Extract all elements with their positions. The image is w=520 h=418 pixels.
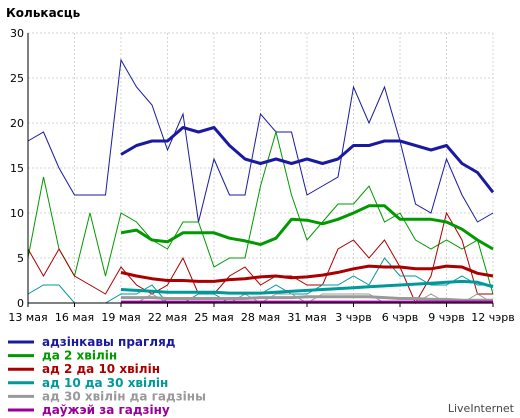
x-tick-label: 12 чэрв [471, 311, 515, 324]
legend-label: ад 2 да 10 хвілін [42, 362, 160, 376]
x-tick-label: 22 мая [148, 311, 187, 324]
series-avg-line-4 [121, 295, 493, 302]
y-tick-label: 5 [17, 252, 24, 265]
x-tick-label: 16 мая [55, 311, 94, 324]
chart-title: Колькасць [6, 6, 81, 20]
y-tick-label: 25 [10, 72, 24, 85]
series-avg-line-0 [120, 126, 495, 194]
grid [27, 32, 494, 304]
liveinternet-watermark: LiveInternet [448, 402, 515, 415]
y-tick-label: 15 [10, 162, 24, 175]
legend-label: да 2 хвілін [42, 349, 117, 363]
y-tick-label: 30 [10, 27, 24, 40]
x-tick-label: 3 чэрв [335, 311, 372, 324]
legend-label: ад 30 хвілін да гадзіны [42, 389, 206, 403]
x-tick-label: 13 мая [8, 311, 47, 324]
series-avg-line-3 [120, 279, 494, 295]
legend-label: даўжэй за гадзіну [42, 403, 170, 417]
x-tick-label: 25 мая [194, 311, 233, 324]
legend-label: ад 10 да 30 хвілін [42, 376, 168, 390]
series-line-1 [27, 130, 494, 295]
y-tick-label: 10 [10, 207, 24, 220]
x-tick-label: 9 чэрв [428, 311, 465, 324]
y-tick-label: 0 [17, 297, 24, 310]
series-avg-line-2 [120, 264, 494, 283]
x-tick-label: 28 мая [241, 311, 280, 324]
legend-label: адзінкавы прагляд [42, 335, 176, 349]
series-line-0 [27, 58, 494, 223]
axes: 0 5 10 15 20 25 30 13 мая 16 мая 19 мая 22 мая 25 м… [8, 27, 514, 324]
y-tick-label: 20 [10, 117, 24, 130]
series-avg-line-1 [120, 204, 494, 251]
x-tick-label: 19 мая [101, 311, 140, 324]
x-tick-label: 6 чэрв [382, 311, 419, 324]
x-tick-label: 31 мая [287, 311, 326, 324]
